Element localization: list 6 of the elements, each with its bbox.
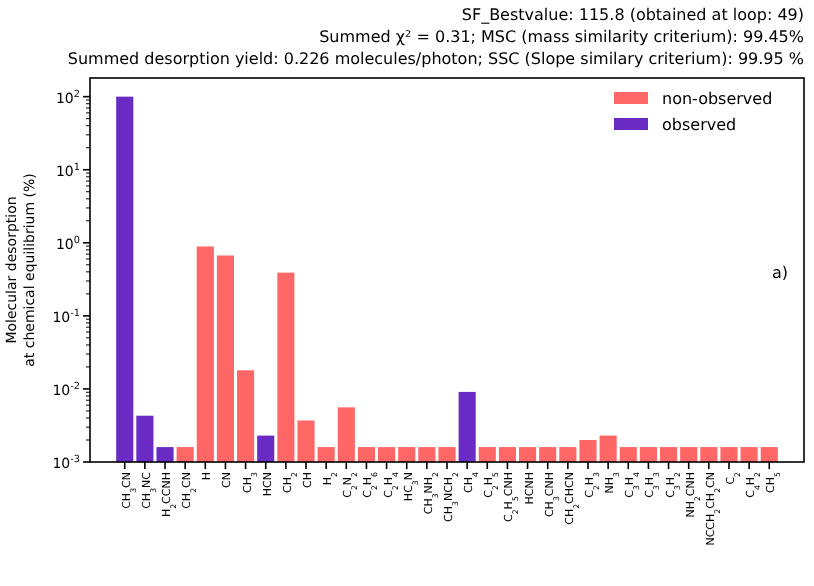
annotation: a) xyxy=(771,264,788,282)
chart-title: SF_Bestvalue: 115.8 (obtained at loop: 49) xyxy=(461,6,804,24)
chart-subtitle: Summed χ² = 0.31; MSC (mass similarity criterium): 99.45% xyxy=(319,28,805,46)
text: Summed desorption yield: 0.226 molecules/photon; SSC (Slope similary criterium): 99.95 % xyxy=(67,50,805,68)
legend-label: non-observed xyxy=(662,90,773,108)
legend-label: observed xyxy=(662,116,737,134)
